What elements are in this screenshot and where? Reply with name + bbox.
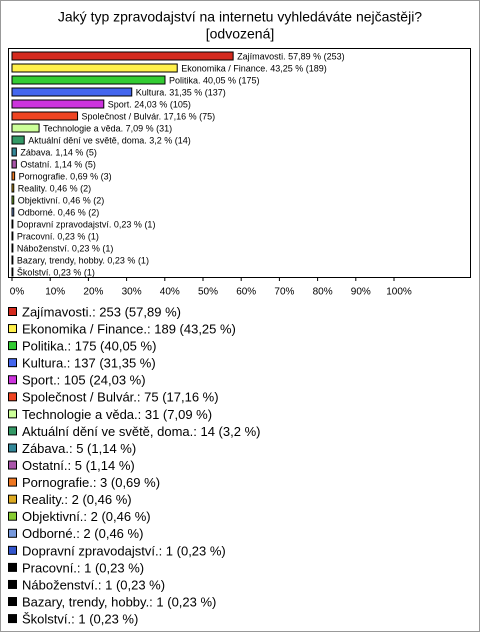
legend-entry: Objektivní.: 2 (0,46 %) [22,509,151,524]
chart-title: Jaký typ zpravodajství na internetu vyhl… [58,9,422,25]
x-tick-label: 70% [274,287,294,298]
x-tick-label: 60% [236,287,256,298]
legend-swatch [8,511,17,521]
x-tick-label: 100% [386,287,412,298]
legend-swatch [8,341,17,351]
value-label: Sport. 24,03 % (105) [108,99,191,109]
legend-swatch [8,324,17,334]
legend-swatch [8,597,17,607]
bar [11,51,234,61]
value-label: Politika. 40,05 % (175) [169,75,260,85]
value-label: Pornografie. 0,69 % (3) [19,171,112,181]
legend-entry: Sport.: 105 (24,03 %) [22,373,146,388]
legend-swatch [8,307,17,316]
x-tick-label: 30% [122,287,142,298]
legend-swatch [8,562,17,572]
value-label: Odborné. 0,46 % (2) [18,207,100,217]
legend-swatch [8,409,17,419]
bar [11,99,105,109]
bar [11,243,14,253]
legend-entry: Náboženství.: 1 (0,23 %) [22,577,165,592]
legend-entry: Politika.: 175 (40,05 %) [22,339,156,354]
legend-entry: Technologie a věda.: 31 (7,09 %) [22,407,212,422]
plot-frame [8,48,471,278]
legend-swatch [8,426,17,436]
bar [11,75,166,85]
legend-swatch [8,494,17,504]
value-label: Reality. 0,46 % (2) [18,183,91,193]
value-label: Zajímavosti. 57,89 % (253) [237,51,345,61]
bar [11,207,15,217]
x-tick-label: 40% [160,287,180,298]
legend-entry: Aktuální dění ve světě, doma.: 14 (3,2 %… [22,424,260,439]
x-tick-label: 50% [198,287,218,298]
legend-swatch [8,545,17,555]
legend-entry: Školství.: 1 (0,23 %) [22,612,138,627]
legend-entry: Odborné.: 2 (0,46 %) [22,526,143,541]
value-label: Ostatní. 1,14 % (5) [20,159,96,169]
legend-entry: Ostatní.: 5 (1,14 %) [22,458,135,473]
legend-swatch [8,460,17,470]
legend-entry: Dopravní zpravodajství.: 1 (0,23 %) [22,543,226,558]
chart-subtitle: [odvozená] [206,26,275,42]
value-label: Aktuální dění ve světě, doma. 3,2 % (14) [28,135,191,145]
legend-swatch [8,528,17,538]
bar [11,87,133,97]
legend-swatch [8,375,17,385]
value-label: Společnost / Bulvár. 17,16 % (75) [82,111,216,121]
value-label: Náboženství. 0,23 % (1) [17,243,114,253]
value-label: Technologie a věda. 7,09 % (31) [43,123,172,133]
legend-swatch [8,443,17,453]
x-tick-label: 20% [83,287,103,298]
x-tick-label: 80% [313,287,333,298]
value-label: Kultura. 31,35 % (137) [136,87,226,97]
value-label: Ekonomika / Finance. 43,25 % (189) [181,63,327,73]
value-label: Objektivní. 0,46 % (2) [18,195,105,205]
value-label: Bazary, trendy, hobby. 0,23 % (1) [17,255,149,265]
legend-entry: Ekonomika / Finance.: 189 (43,25 %) [22,321,236,336]
value-label: Pracovní. 0,23 % (1) [17,231,99,241]
bar [11,171,16,181]
bar [11,231,14,241]
x-tick-label: 90% [351,287,371,298]
legend-swatch [8,579,17,589]
bar [11,195,15,205]
value-label: Dopravní zpravodajství. 0,23 % (1) [17,219,156,229]
legend-entry: Bazary, trendy, hobby.: 1 (0,23 %) [22,594,216,609]
bar [11,255,14,265]
x-tick-label: 0% [10,287,25,298]
bar [11,267,14,277]
bar [11,63,178,73]
bar [11,219,14,229]
x-tick-label: 10% [45,287,65,298]
bar [11,111,79,121]
bar [11,147,17,157]
value-label: Zábava. 1,14 % (5) [20,147,97,157]
legend-swatch [8,477,17,487]
legend-swatch [8,392,17,402]
legend-entry: Pracovní.: 1 (0,23 %) [22,560,144,575]
legend-swatch [8,358,17,368]
bar [11,183,15,193]
legend-entry: Společnost / Bulvár.: 75 (17,16 %) [22,390,219,405]
value-label: Školství. 0,23 % (1) [17,267,95,277]
legend-entry: Zajímavosti.: 253 (57,89 %) [22,304,181,319]
bar [11,159,17,169]
legend-swatch [8,614,17,624]
bar [11,123,40,133]
legend-entry: Zábava.: 5 (1,14 %) [22,441,136,456]
legend-entry: Kultura.: 137 (31,35 %) [22,356,156,371]
bar [11,135,25,145]
legend-entry: Pornografie.: 3 (0,69 %) [22,475,160,490]
legend-entry: Reality.: 2 (0,46 %) [22,492,132,507]
